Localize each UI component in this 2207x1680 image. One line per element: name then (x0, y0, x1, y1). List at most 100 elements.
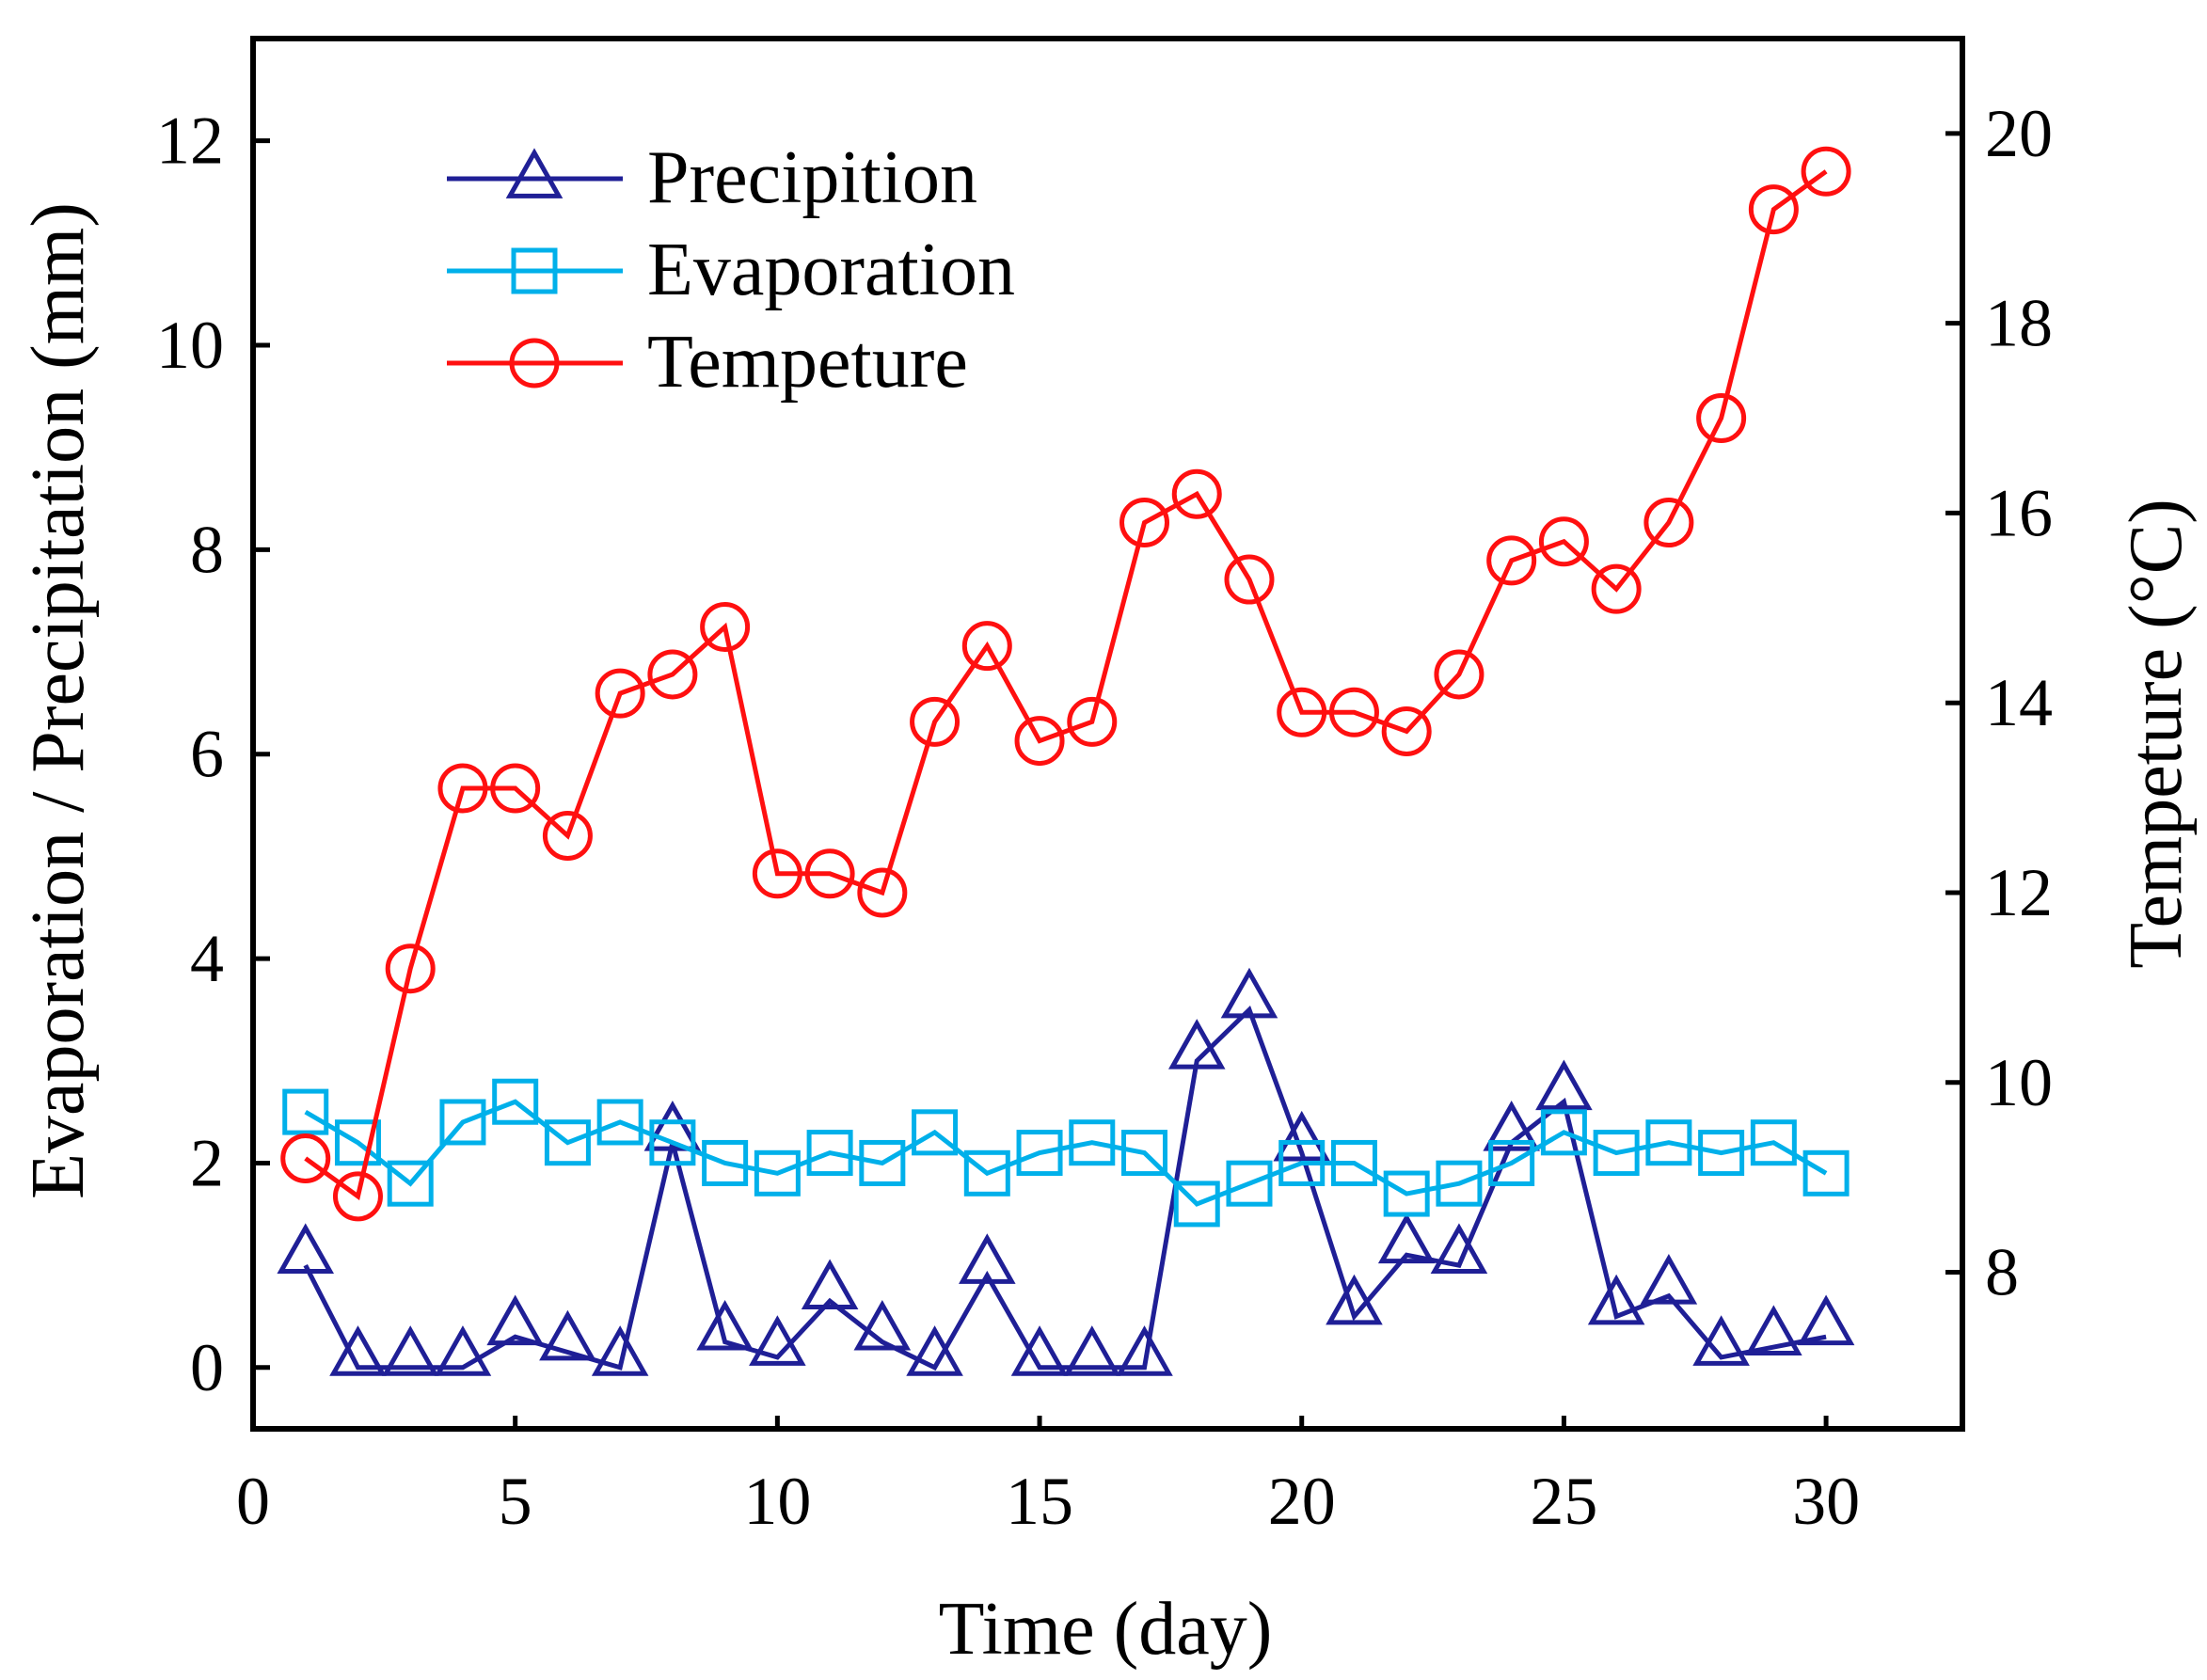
legend-label: Tempeture (647, 321, 968, 404)
legend-item-precipition: Precipition (447, 136, 977, 219)
data-point-square (1069, 1119, 1116, 1166)
data-point-square (649, 1119, 696, 1166)
data-point-circle (1434, 649, 1485, 700)
data-point-circle (1696, 393, 1747, 444)
data-point-square (1016, 1130, 1063, 1177)
data-point-triangle (1745, 1305, 1802, 1355)
data-point-square (387, 1160, 434, 1207)
y-axis-right-title: Tempeture (°C) (2115, 499, 2198, 969)
data-point-triangle (643, 1101, 702, 1151)
data-point-triangle (1692, 1315, 1750, 1366)
data-point-square (1436, 1160, 1483, 1207)
data-point-square (1226, 1160, 1273, 1207)
y-right-tick-label: 20 (1985, 96, 2053, 171)
data-point-square (492, 1078, 539, 1125)
x-tick-label: 20 (1268, 1464, 1336, 1539)
data-point-square (511, 247, 558, 294)
data-point-circle (1381, 705, 1432, 756)
axis-ticks: 0 5 10 15 20 25 30 0 2 4 6 8 10 12 8 10 12 14 16 18 20 (156, 96, 2053, 1539)
data-point-circle (1014, 716, 1065, 767)
data-point-triangle (1116, 1325, 1173, 1376)
data-point-square (1645, 1119, 1692, 1166)
data-point-circle (1171, 468, 1222, 519)
x-tick-label: 0 (236, 1464, 270, 1539)
data-point-triangle (1010, 1325, 1069, 1376)
x-tick-label: 5 (499, 1464, 532, 1539)
y-left-tick-label: 8 (190, 512, 224, 587)
y-left-tick-label: 2 (190, 1125, 224, 1200)
data-point-circle (595, 668, 645, 719)
plot-marks (277, 146, 1855, 1376)
data-point-square (1383, 1170, 1430, 1217)
data-point-circle (509, 338, 560, 388)
data-point-triangle (801, 1259, 859, 1310)
data-point-triangle (277, 1223, 335, 1275)
data-point-circle (542, 810, 593, 861)
data-point-triangle (1063, 1325, 1121, 1376)
y-left-tick-label: 12 (156, 103, 224, 179)
data-point-square (334, 1119, 381, 1166)
data-point-circle (1591, 563, 1642, 614)
data-point-circle (1538, 516, 1589, 567)
data-point-square (1540, 1109, 1587, 1156)
data-point-triangle (959, 1233, 1016, 1284)
series-line (304, 169, 1828, 1201)
data-point-square (1173, 1181, 1220, 1228)
y-left-tick-label: 10 (156, 308, 224, 383)
data-point-triangle (381, 1325, 439, 1376)
x-tick-label: 10 (743, 1464, 811, 1539)
data-point-circle (1643, 498, 1694, 548)
data-point-circle (647, 649, 698, 700)
data-point-circle (961, 621, 1012, 672)
data-point-square (1750, 1119, 1797, 1166)
data-point-square (1802, 1149, 1850, 1197)
data-point-circle (1328, 687, 1379, 737)
data-point-circle (804, 848, 855, 899)
data-point-triangle (1273, 1110, 1331, 1162)
data-point-square (963, 1149, 1010, 1197)
y-axis-left-title: Evaporation / Precipitation (mm) (17, 202, 100, 1199)
y-right-tick-label: 12 (1985, 855, 2053, 930)
data-point-triangle (591, 1325, 649, 1376)
legend-item-evaporation: Evaporation (447, 229, 1015, 311)
data-point-triangle (853, 1299, 912, 1351)
data-point-circle (752, 848, 802, 899)
y-left-tick-label: 6 (190, 717, 224, 792)
data-point-square (702, 1139, 749, 1186)
legend: Precipition Evaporation Tempeture (447, 136, 1015, 404)
data-point-square (806, 1130, 853, 1177)
data-point-square (1593, 1130, 1640, 1177)
data-point-square (282, 1088, 329, 1135)
y-right-tick-label: 8 (1985, 1235, 2019, 1310)
data-point-triangle (1377, 1212, 1436, 1264)
data-point-triangle (539, 1309, 596, 1361)
data-point-triangle (1483, 1101, 1540, 1151)
data-point-circle (437, 763, 488, 814)
data-point-triangle (906, 1325, 963, 1376)
data-point-triangle (434, 1325, 492, 1376)
data-point-circle (490, 763, 541, 814)
y-right-tick-label: 16 (1985, 475, 2053, 550)
data-point-square (1698, 1130, 1745, 1177)
y-left-tick-label: 0 (190, 1330, 224, 1405)
data-point-square (859, 1139, 906, 1186)
data-point-square (1488, 1139, 1535, 1186)
data-point-square (1330, 1139, 1377, 1186)
data-point-circle (857, 867, 908, 918)
data-point-circle (1119, 498, 1170, 548)
data-point-triangle (1797, 1294, 1855, 1346)
legend-label: Precipition (647, 136, 977, 219)
series-tempeture (280, 146, 1851, 1222)
data-point-square (439, 1099, 486, 1146)
data-point-circle (1748, 184, 1799, 235)
series-evaporation (282, 1078, 1850, 1228)
plot-frame (250, 36, 1965, 1432)
data-point-square (754, 1149, 801, 1197)
y-right-tick-label: 10 (1985, 1045, 2053, 1120)
data-point-triangle (1535, 1059, 1593, 1111)
data-point-circle (910, 696, 961, 747)
x-tick-label: 25 (1530, 1464, 1597, 1539)
data-point-triangle (486, 1294, 544, 1346)
y-right-tick-label: 14 (1985, 665, 2053, 740)
